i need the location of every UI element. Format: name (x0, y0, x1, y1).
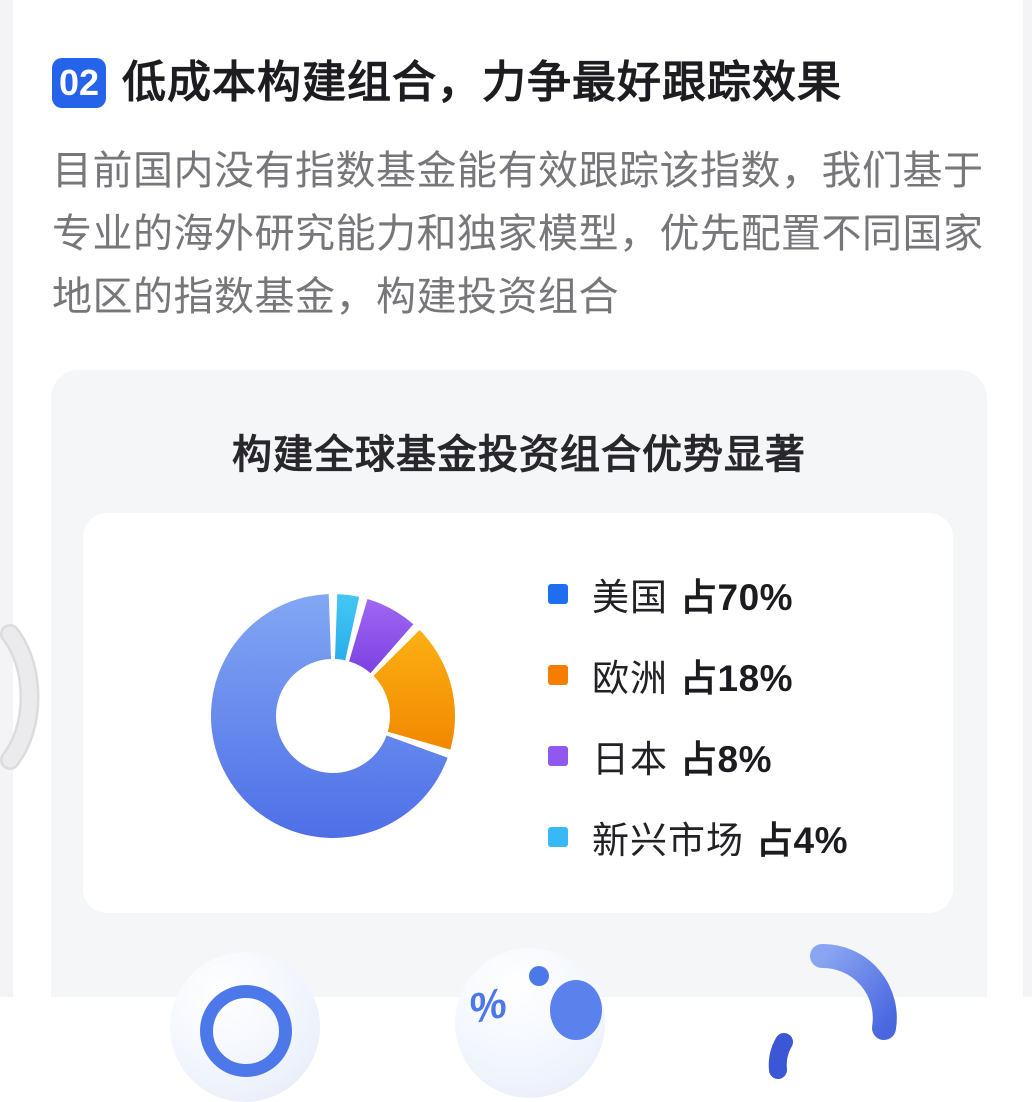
legend-swatch (548, 583, 568, 604)
legend-label: 美国 (592, 576, 668, 618)
donut-segment-日本 (349, 598, 414, 674)
section-number-badge: 02 (52, 58, 106, 108)
legend-value: 占70% (680, 576, 794, 618)
chart-legend: 美国 占70% 欧洲 占18% 日本 占8% 新兴市场 占4% (548, 553, 928, 877)
donut-segment-美国 (211, 594, 448, 838)
back-gesture-handle[interactable] (0, 622, 60, 772)
donut-segment-新兴市场 (334, 594, 360, 661)
legend-label: 日本 (592, 738, 668, 780)
legend-row-新兴市场: 新兴市场 占4% (548, 796, 928, 877)
legend-value: 占18% (680, 657, 794, 699)
chart-panel: 美国 占70% 欧洲 占18% 日本 占8% 新兴市场 占4% (83, 513, 953, 913)
chart-card-title: 构建全球基金投资组合优势显著 (232, 433, 806, 477)
donut-segment-欧洲 (373, 630, 455, 750)
legend-value: 占8% (680, 738, 772, 780)
legend-label: 新兴市场 (592, 819, 744, 861)
legend-row-美国: 美国 占70% (548, 553, 928, 634)
legend-value: 占4% (756, 819, 848, 861)
legend-swatch (548, 826, 568, 847)
legend-swatch (548, 745, 568, 766)
percent-icon-dot (529, 966, 549, 986)
legend-row-欧洲: 欧洲 占18% (548, 634, 928, 715)
left-edge-strip (0, 0, 13, 997)
percent-icon-disc (550, 980, 602, 1040)
legend-swatch (548, 664, 568, 685)
legend-label: 欧洲 (592, 657, 668, 699)
arc-chart-icon (768, 943, 897, 1079)
page-title: 低成本构建组合，力争最好跟踪效果 (122, 58, 842, 107)
percent-icon: % (455, 948, 605, 1098)
donut-chart-icon (170, 952, 320, 1102)
intro-paragraph: 目前国内没有指数基金能有效跟踪该指数，我们基于 专业的海外研究能力和独家模型，优… (52, 149, 984, 319)
chart-card: 构建全球基金投资组合优势显著 美国 占70% 欧洲 占18% 日本 占8% 新兴市场 占4% … (51, 370, 987, 1102)
right-edge-strip (1023, 0, 1032, 997)
donut-chart-icon-ring (200, 985, 292, 1077)
legend-row-日本: 日本 占8% (548, 715, 928, 796)
percent-icon-glyph: % (464, 978, 511, 1033)
donut-chart (211, 594, 455, 838)
